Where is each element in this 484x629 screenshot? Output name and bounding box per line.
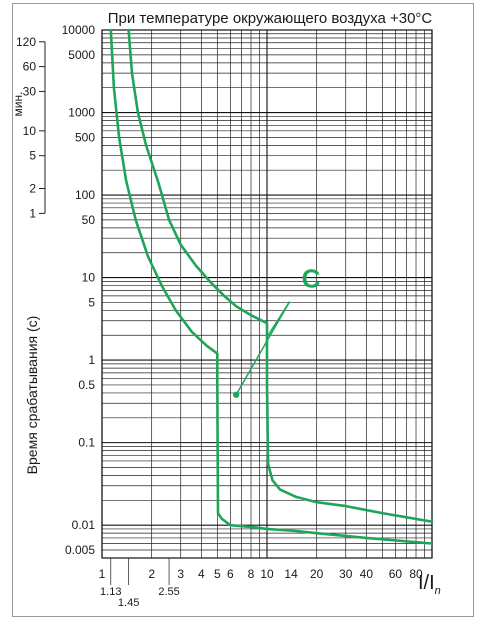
x-tick-label: 60 <box>389 567 403 581</box>
curve-line-1 <box>109 28 434 545</box>
x-tick-label: 6 <box>227 567 234 581</box>
curve-label: C <box>302 264 321 294</box>
minutes-tick-label: 10 <box>23 124 37 138</box>
minutes-tick-label: 60 <box>23 60 37 74</box>
x-axis-label-main: I/I <box>418 572 435 594</box>
minutes-tick-label: 5 <box>29 149 36 163</box>
x-tick-label: 5 <box>214 567 221 581</box>
y-axis-label: Время срабатывания (с) <box>24 316 40 475</box>
y-tick-label: 5000 <box>68 48 95 62</box>
y-tick-label: 0.5 <box>78 378 95 392</box>
y-tick-label: 0.01 <box>72 518 96 532</box>
y-tick-label: 0.005 <box>65 543 95 557</box>
x-tick-label: 4 <box>198 567 205 581</box>
x-axis-label: I/In <box>418 572 441 597</box>
x-tick-label: 1.13 <box>100 586 121 598</box>
pointer-dot <box>232 391 240 398</box>
x-tick-label: 14 <box>284 567 298 581</box>
x-tick-label: 2 <box>148 567 155 581</box>
plot-frame <box>101 29 433 559</box>
minutes-tick-label: 120 <box>16 35 36 49</box>
x-tick-label: 30 <box>339 567 353 581</box>
x-tick-label: 1 <box>99 567 106 581</box>
annotation: C <box>232 264 321 398</box>
x-tick-label: 8 <box>248 567 255 581</box>
minutes-axis: 120 60 30 10 5 2 1 <box>16 35 46 220</box>
minutes-tick-label: 1 <box>29 206 36 220</box>
minutes-unit-label: мин. <box>11 92 25 117</box>
x-tick-label: 10 <box>260 567 274 581</box>
curve-line-2 <box>127 28 434 523</box>
y-tick-label: 1 <box>88 353 95 367</box>
y-tick-label: 5 <box>88 295 95 309</box>
x-tick-label: 2.55 <box>158 586 179 598</box>
y-tick-label: 50 <box>82 213 96 227</box>
x-tick-label: 80 <box>409 567 423 581</box>
outer-frame <box>12 3 474 617</box>
y-tick-label: 10000 <box>62 23 96 37</box>
y-tick-label: 100 <box>75 188 95 202</box>
y-tick-label: 1000 <box>68 106 95 120</box>
curves <box>109 28 434 545</box>
chart-title: При температуре окружающего воздуха +30°… <box>108 10 433 27</box>
pointer-line <box>235 301 291 396</box>
minutes-tick-label: 30 <box>23 84 37 98</box>
y-tick-labels: 10000 5000 1000 500 100 50 10 5 1 0.5 0.1 0.01 0.005 <box>62 23 96 557</box>
x-tick-labels: 1 2 3 4 5 6 8 10 14 20 30 40 60 80 1.131.45 2.55 <box>99 558 423 609</box>
x-tick-label: 1.45 <box>118 597 139 609</box>
x-tick-label: 40 <box>360 567 374 581</box>
grid <box>101 29 433 559</box>
y-tick-label: 500 <box>75 130 95 144</box>
minutes-tick-label: 2 <box>29 182 36 196</box>
x-tick-label: 20 <box>310 567 324 581</box>
x-axis-label-subscript: n <box>435 585 441 597</box>
y-tick-label: 10 <box>82 271 96 285</box>
y-tick-label: 0.1 <box>78 436 95 450</box>
x-tick-label: 3 <box>177 567 184 581</box>
